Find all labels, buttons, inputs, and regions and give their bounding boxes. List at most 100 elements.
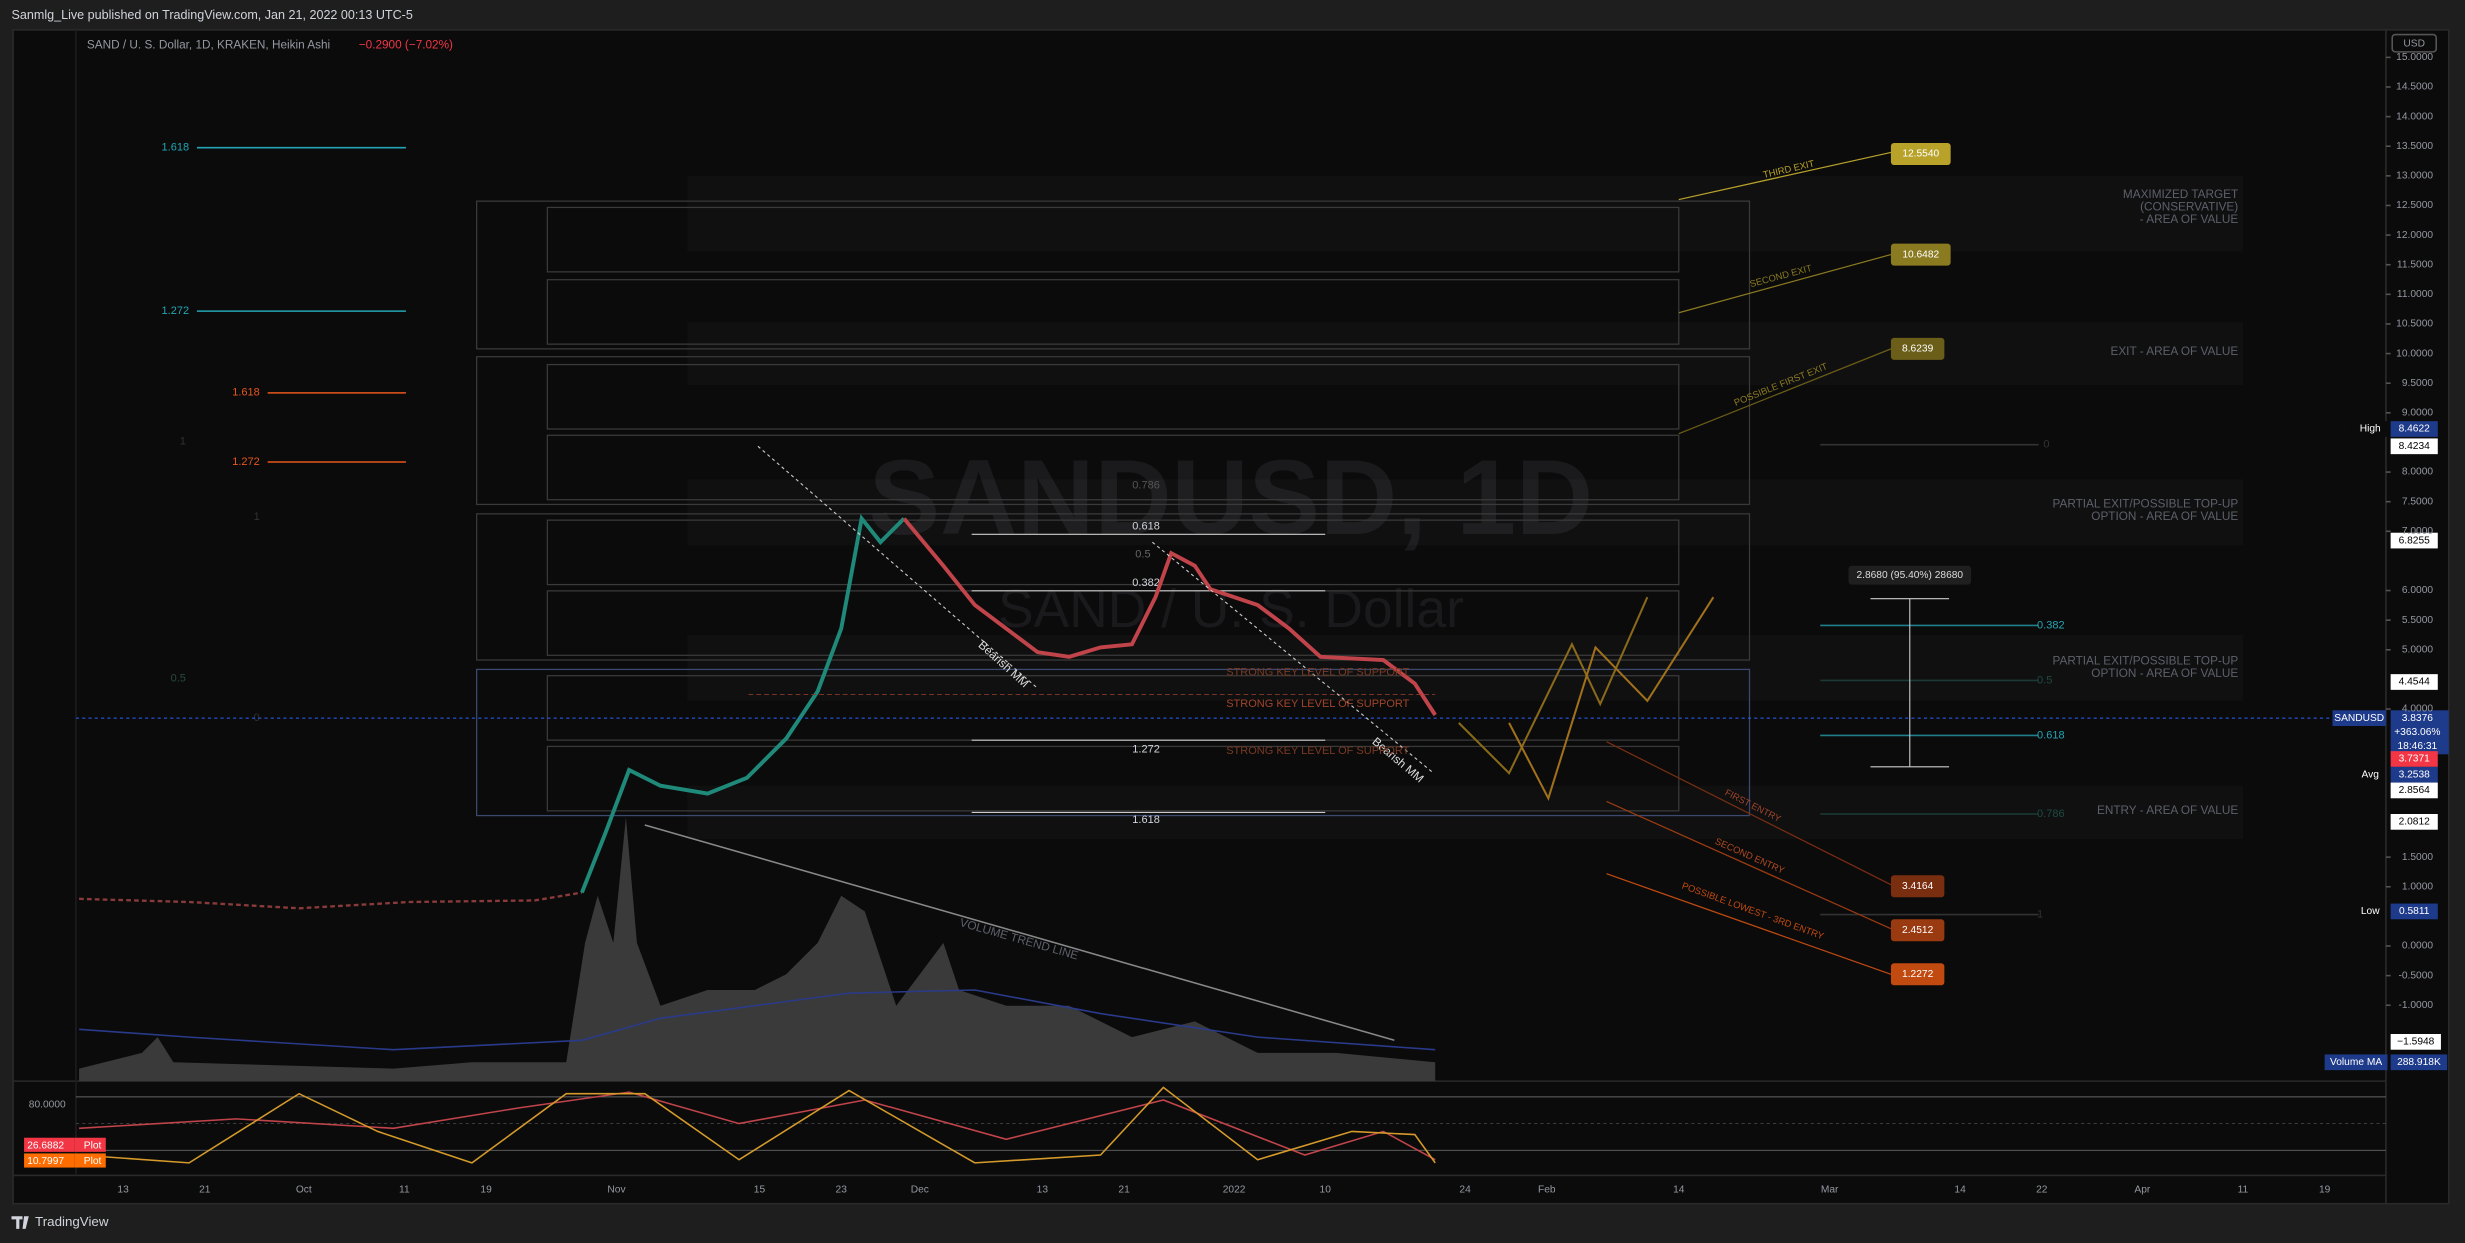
- projection: [1508, 596, 1715, 801]
- zone-label: OPTION - AREA OF VALUE: [2091, 667, 2238, 680]
- symbol-legend: SAND / U. S. Dollar, 1D, KRAKEN, Heikin …: [87, 39, 330, 52]
- fib-label: 1: [2037, 908, 2043, 920]
- price-tick-label: 15.0000: [2396, 52, 2433, 63]
- time-tick-label: 22: [2036, 1184, 2048, 1195]
- support-label: STRONG KEY LEVEL OF SUPPORT: [1226, 698, 1409, 710]
- fib-label: 1.272: [1132, 743, 1160, 755]
- currency: USD: [2403, 39, 2425, 50]
- fib-left: 1.618 1.272 1.618 1.272 1 1 0.5 0: [162, 142, 406, 724]
- time-tick-label: Apr: [2134, 1184, 2150, 1195]
- fib-label: 1.272: [232, 456, 260, 468]
- time-tick-label: 14: [1954, 1184, 1966, 1195]
- target-price: 2.4512: [1902, 925, 1934, 936]
- zone-label: EXIT - AREA OF VALUE: [2110, 345, 2238, 358]
- badge-value: 2.0812: [2399, 817, 2431, 828]
- price-tick-label: 1.0000: [2402, 881, 2434, 892]
- symbol-change: −0.2900 (−7.02%): [359, 39, 453, 52]
- time-tick-label: 11: [2238, 1184, 2249, 1195]
- zone-labels: MAXIMIZED TARGET (CONSERVATIVE) - AREA O…: [2053, 188, 2239, 817]
- volume: [79, 817, 1436, 1082]
- fib-label: 1.618: [232, 387, 260, 399]
- fib-label: 0: [2043, 439, 2049, 451]
- brand-logo: [11, 1216, 29, 1229]
- time-tick-label: 10: [1320, 1184, 1332, 1195]
- badge-value: 288.918K: [2397, 1057, 2441, 1068]
- badge-value: 8.4622: [2399, 424, 2431, 435]
- target-price: 12.5540: [1902, 149, 1939, 160]
- fib-label: 0.382: [1132, 577, 1160, 589]
- time-tick-label: 11: [399, 1184, 410, 1195]
- badge-value: 3.2538: [2399, 769, 2431, 780]
- time-tick-label: 14: [1673, 1184, 1685, 1195]
- volume-trend-line: [644, 824, 1395, 1042]
- price-tick-label: 13.0000: [2396, 171, 2433, 182]
- fib-label: 1.272: [162, 305, 190, 317]
- time-tick-label: 23: [836, 1184, 848, 1195]
- fib-label: 0.618: [1132, 520, 1160, 532]
- price-tick-label: 14.0000: [2396, 111, 2433, 122]
- price-badges: USD High 8.4622 8.4234 6.8255 4.4544 SAN…: [2324, 33, 2449, 1071]
- time-tick-label: Mar: [1821, 1184, 1839, 1195]
- support-labels: STRONG KEY LEVEL OF SUPPORT STRONG KEY L…: [1226, 666, 1409, 757]
- fib-label: 1: [180, 435, 186, 447]
- price-tick-label: 6.0000: [2402, 585, 2434, 596]
- bearish-line: [757, 445, 1039, 689]
- zone-label: OPTION - AREA OF VALUE: [2091, 510, 2238, 523]
- price-tick-label: 4.0000: [2402, 704, 2434, 715]
- watermark-sub: SAND / U. S. Dollar: [998, 580, 1464, 639]
- price-tick-label: 1.5000: [2402, 852, 2434, 863]
- time-tick-label: 21: [199, 1184, 211, 1195]
- osc-name: Plot: [84, 1140, 102, 1151]
- badge-value: 3.7371: [2399, 754, 2431, 765]
- time-tick-label: Feb: [1538, 1184, 1556, 1195]
- fib-mid: 0.786 0.618 0.5 0.382 1.272 1.618: [971, 479, 1326, 826]
- price-tick-label: 5.0000: [2402, 644, 2434, 655]
- price-tick-label: 9.0000: [2402, 408, 2434, 419]
- bearish-line: [1152, 541, 1434, 774]
- price-tick-label: 11.5000: [2397, 259, 2433, 270]
- badge-value: 4.4544: [2399, 677, 2431, 688]
- time-tick-label: 19: [2319, 1184, 2331, 1195]
- support-label: STRONG KEY LEVEL OF SUPPORT: [1226, 745, 1409, 757]
- price-tick-label: 9.5000: [2402, 378, 2434, 389]
- price-tick-label: 12.0000: [2396, 230, 2433, 241]
- osc-value: 26.6882: [27, 1140, 64, 1151]
- fib-label: 0.5: [1135, 549, 1150, 561]
- price-fall: [902, 517, 1437, 717]
- price-tick-label: 5.5000: [2402, 615, 2434, 626]
- zone-label: (CONSERVATIVE): [2140, 201, 2238, 214]
- badge-label: High: [2360, 424, 2381, 435]
- price-tick-label: 7.5000: [2402, 496, 2434, 507]
- osc-name: Plot: [84, 1156, 102, 1167]
- badge-value: 0.5811: [2399, 906, 2430, 917]
- fib-label: 0.618: [2037, 729, 2065, 741]
- oscillator: 80.0000 26.6882 Plot 10.7997 Plot: [24, 1086, 2386, 1168]
- time-tick-label: Oct: [296, 1184, 312, 1195]
- price-tick-label: 12.5000: [2396, 200, 2433, 211]
- target-price: 10.6482: [1902, 249, 1939, 260]
- badge-value: 8.4234: [2399, 441, 2431, 452]
- fib-label: 0.382: [2037, 619, 2065, 631]
- badge-label: Avg: [2362, 769, 2380, 780]
- badge-label: Low: [2361, 906, 2380, 917]
- time-tick-label: 13: [1037, 1184, 1049, 1195]
- zone-label: PARTIAL EXIT/POSSIBLE TOP-UP: [2053, 498, 2239, 511]
- zone-label: - AREA OF VALUE: [2140, 213, 2239, 226]
- fib-label: 0.5: [171, 673, 186, 685]
- fib-label: 0: [254, 712, 260, 724]
- watermark: SANDUSD, 1D: [869, 437, 1593, 557]
- osc-value: 10.7997: [27, 1156, 64, 1167]
- support-label: STRONG KEY LEVEL OF SUPPORT: [1226, 666, 1409, 678]
- price-tick-label: -0.5000: [2398, 970, 2433, 981]
- price-rise: [580, 513, 906, 894]
- fib-right: 0 0.382 0.5 0.618 0.786 1: [1820, 439, 2065, 920]
- fib-label: 1.618: [1132, 814, 1160, 826]
- badge-label: SANDUSD: [2334, 713, 2384, 724]
- price-tick-label: 10.0000: [2396, 348, 2433, 359]
- measure-label: 2.8680 (95.40%) 28680: [1856, 570, 1963, 581]
- badge-label: Volume MA: [2330, 1057, 2382, 1068]
- target-price: 8.6239: [1902, 344, 1934, 355]
- measure-box: [1848, 565, 1972, 585]
